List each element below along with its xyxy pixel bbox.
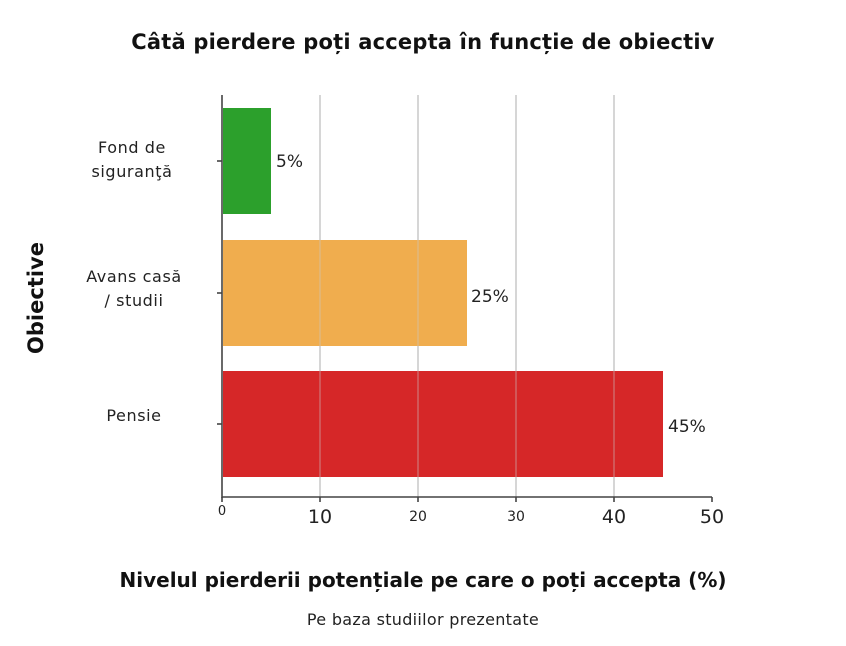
x-axis-label: Nivelul pierderii potențiale pe care o p… <box>119 568 727 592</box>
x-tick-50: 50 <box>699 506 725 528</box>
x-tick-10: 10 <box>307 506 333 528</box>
value-label-pensie: 45% <box>668 417 706 437</box>
axes <box>217 95 713 502</box>
category-label-pensie: Pensie <box>106 406 162 425</box>
bar-avans-casa-studii <box>223 240 467 346</box>
chart-subtitle: Pe baza studiilor prezentate <box>306 610 540 629</box>
x-tick-40: 40 <box>601 506 627 528</box>
bar-fond-de-siguranta <box>223 108 271 214</box>
value-label-fond: 5% <box>276 152 303 172</box>
x-tick-30: 30 <box>507 509 525 525</box>
category-label-fond: Fond de siguranţă <box>91 138 173 181</box>
value-label-avans: 25% <box>471 287 509 307</box>
category-label-avans: Avans casă / studii <box>86 267 182 310</box>
x-tick-20: 20 <box>409 509 427 525</box>
bar-pensie <box>223 371 663 477</box>
x-tick-0: 0 <box>217 504 227 519</box>
chart-title: Câtă pierdere poți accepta în funcție de… <box>131 30 715 54</box>
